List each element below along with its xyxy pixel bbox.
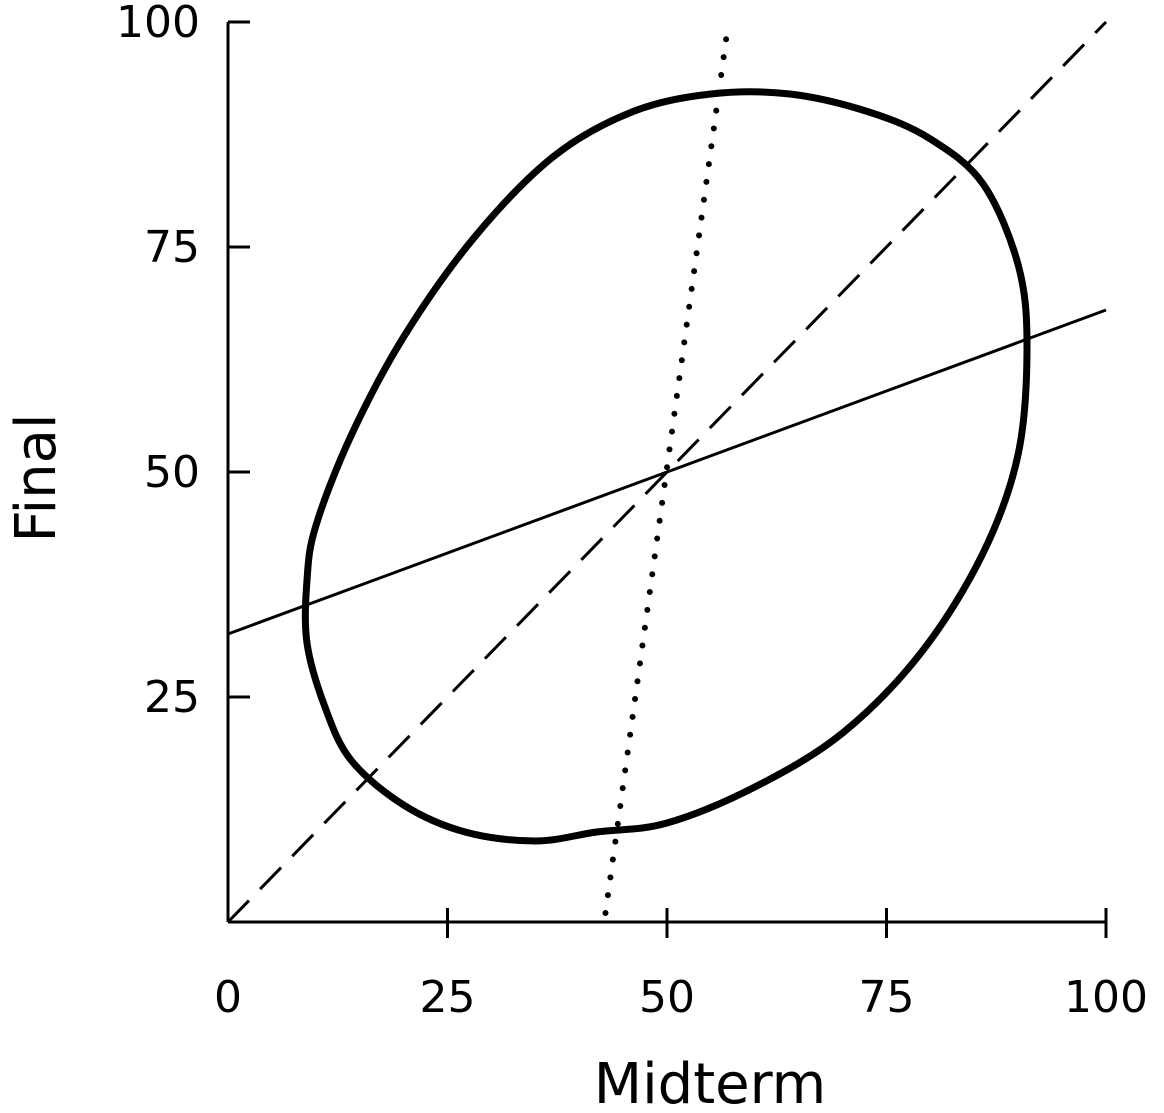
solid-line — [227, 308, 1107, 636]
x-tick-label-75: 75 — [859, 972, 915, 1023]
plot-area — [226, 19, 1108, 924]
data-ellipse — [301, 88, 1031, 845]
x-tick-label-0: 0 — [214, 972, 242, 1023]
x-tick-label-25: 25 — [420, 972, 476, 1023]
x-axis-title: Midterm — [594, 1052, 826, 1113]
x-tick-label-100: 100 — [1064, 972, 1148, 1023]
y-tick-label-25: 25 — [144, 672, 200, 723]
dotted-line — [602, 19, 732, 916]
dashed-line — [226, 20, 1108, 924]
x-tick-label-50: 50 — [639, 972, 695, 1023]
y-axis-title: Final — [4, 413, 69, 542]
y-tick-label-75: 75 — [144, 222, 200, 273]
y-tick-label-50: 50 — [144, 447, 200, 498]
y-tick-label-100: 100 — [116, 0, 200, 48]
axes: 0 25 50 75 100 25 50 75 100 — [116, 0, 1148, 1023]
